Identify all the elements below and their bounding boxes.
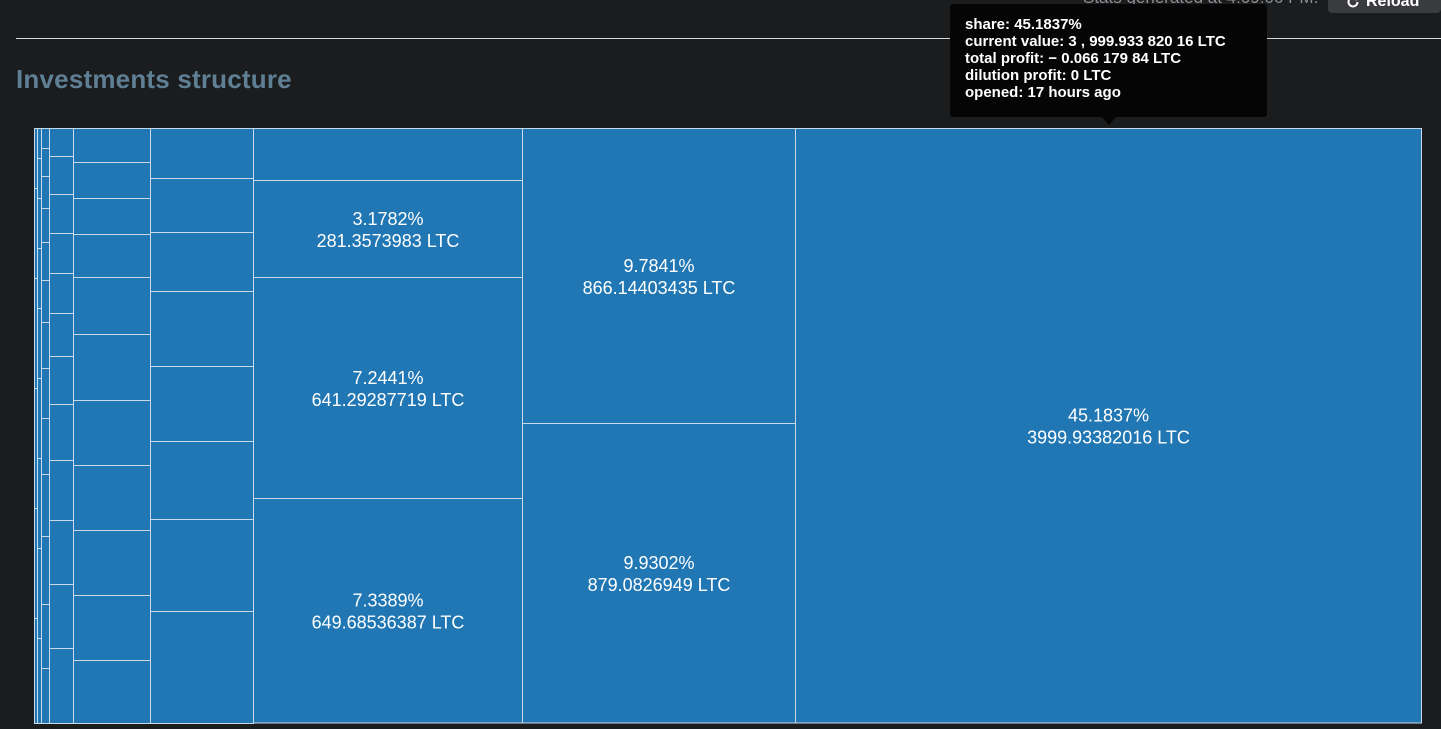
treemap-tile-small[interactable] [49,460,74,521]
treemap-tile-9-9302[interactable] [522,423,796,724]
treemap-tile-small[interactable] [73,234,151,278]
treemap-tile-small[interactable] [73,400,151,466]
treemap-tile-small[interactable] [49,128,74,157]
treemap-tile-small[interactable] [49,313,74,357]
tile-tooltip: share: 45.1837% current value: 3 , 999.9… [950,4,1267,117]
tooltip-opened: opened: 17 hours ago [965,84,1121,101]
treemap-tile-3-1782[interactable] [253,180,523,278]
tooltip-share: share: 45.1837% [965,16,1082,33]
treemap-tile-small[interactable] [73,277,151,335]
treemap-tile-small[interactable] [41,668,50,724]
divider [16,38,1441,39]
tooltip-dilution-profit: dilution profit: 0 LTC [965,67,1112,84]
treemap-tile-small[interactable] [73,660,151,724]
treemap-tile-7-3389[interactable] [253,498,523,724]
tile-value-label: 649.68536387 LTC [312,613,465,633]
treemap-tile-small[interactable] [41,176,50,209]
tile-value-label: 641.29287719 LTC [312,390,465,410]
treemap-tile-small[interactable] [150,441,254,520]
treemap-tile-small[interactable] [150,232,254,292]
treemap-tile-small[interactable] [41,368,50,419]
treemap-tile-small[interactable] [41,474,50,537]
treemap-tile-small[interactable] [49,520,74,585]
treemap-tile-small[interactable] [49,194,74,234]
treemap-tile-small[interactable] [37,198,42,249]
tooltip-current-value: current value: 3 , 999.933 820 16 LTC [965,33,1226,50]
tile-share-label: 45.1837% [1068,406,1149,426]
treemap-tile-small[interactable] [41,208,50,243]
treemap-tile-small[interactable] [150,128,254,179]
treemap-svg: 45.1837%3999.93382016 LTC 9.7841%866.1440… [34,128,1422,724]
stats-generated-text: Stats generated at 4:09:06 PM. [1083,0,1318,8]
treemap-tile-7-2441[interactable] [253,277,523,499]
treemap-tile-small[interactable] [49,404,74,461]
treemap-tile-small[interactable] [41,322,50,369]
treemap-tile-small[interactable] [49,273,74,314]
tooltip-arrow [1102,117,1116,125]
treemap-tile-small[interactable] [37,458,42,549]
tile-value-label: 3999.93382016 LTC [1027,428,1190,448]
treemap-tile-small[interactable] [37,158,42,199]
treemap-tile-small[interactable] [34,618,38,724]
treemap-tile-small[interactable] [73,198,151,235]
treemap-tile-small[interactable] [49,584,74,649]
treemap-tile-small[interactable] [37,128,42,159]
treemap-chart[interactable]: 45.1837% 3999.93382016 LTC 9.7841% 866.1440… [34,128,1423,724]
treemap-tile-small[interactable] [41,280,50,323]
treemap-tile-small[interactable] [37,308,42,379]
treemap-tile-small[interactable] [49,233,74,274]
treemap-tile-small[interactable] [150,291,254,367]
treemap-tile-small[interactable] [150,178,254,233]
treemap-tile-small[interactable] [34,278,38,389]
reload-button[interactable]: Reload [1328,0,1441,13]
treemap-tile-small[interactable] [253,128,523,181]
treemap-tile-small[interactable] [150,611,254,724]
treemap-tile-small[interactable] [37,638,42,724]
treemap-tile-small[interactable] [41,242,50,281]
treemap-tile-small[interactable] [73,465,151,531]
tile-share-label: 7.3389% [352,591,423,611]
tile-value-label: 866.14403435 LTC [583,278,736,298]
treemap-tile-small[interactable] [34,188,38,279]
tile-share-label: 3.1782% [352,209,423,229]
treemap-tile-small[interactable] [49,356,74,405]
treemap-tile-small[interactable] [37,378,42,459]
tile-share-label: 9.9302% [623,553,694,573]
treemap-tile-small[interactable] [49,156,74,195]
treemap-tile-small[interactable] [41,536,50,605]
treemap-tile-small[interactable] [37,548,42,639]
treemap-tile-small[interactable] [150,366,254,442]
treemap-tile-small[interactable] [34,128,38,189]
refresh-icon [1346,0,1360,9]
treemap-tile-small[interactable] [41,418,50,475]
treemap-tile-small[interactable] [73,595,151,661]
treemap-tile-small[interactable] [41,128,50,149]
treemap-tile-small[interactable] [41,148,50,177]
treemap-tile-small[interactable] [73,162,151,199]
treemap-tile-small[interactable] [34,388,38,509]
treemap-tile-9-7841[interactable] [522,128,796,424]
treemap-tile-small[interactable] [49,648,74,724]
tile-share-label: 7.2441% [352,368,423,388]
treemap-tile-small[interactable] [73,530,151,596]
top-bar: Stats generated at 4:09:06 PM. Reload [0,0,1441,38]
treemap-tile-small[interactable] [73,334,151,401]
treemap-tile-small[interactable] [41,604,50,669]
treemap-tile-small[interactable] [73,128,151,163]
treemap-tile-small[interactable] [150,519,254,612]
tooltip-total-profit: total profit: − 0.066 179 84 LTC [965,50,1182,67]
tile-value-label: 879.0826949 LTC [588,575,731,595]
treemap-tile-small[interactable] [34,508,38,619]
treemap-tile-45-1837[interactable] [795,128,1422,724]
reload-label: Reload [1366,0,1420,10]
section-title: Investments structure [16,64,292,94]
tile-value-label: 281.3573983 LTC [317,231,460,251]
treemap-tile-small[interactable] [37,248,42,309]
tile-share-label: 9.7841% [623,256,694,276]
